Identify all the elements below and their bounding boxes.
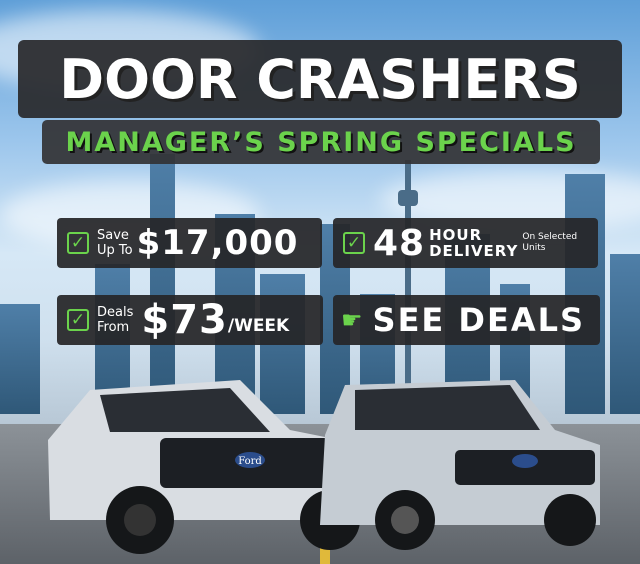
headline-box: DOOR CRASHERS (18, 40, 622, 118)
see-deals-label: SEE DEALS (372, 301, 586, 339)
checkbox-icon: ✓ (67, 309, 89, 331)
delivery-hour-label: HOUR (429, 226, 483, 244)
headline: DOOR CRASHERS (59, 47, 581, 111)
weekly-price: $73 (141, 297, 228, 343)
savings-label-line2: Up To (97, 243, 133, 258)
delivery-card: ✓ 48 HOUR DELIVERY On Selected Units (333, 218, 598, 268)
delivery-note-line1: On Selected (522, 232, 578, 242)
checkbox-icon: ✓ (67, 232, 89, 254)
svg-text:Ford: Ford (238, 456, 262, 467)
savings-label-line1: Save (97, 228, 129, 243)
deal-label-line2: From (97, 320, 130, 335)
delivery-hours: 48 (373, 222, 426, 264)
subheadline-box: MANAGER’S SPRING SPECIALS (42, 120, 600, 164)
weekly-unit: /WEEK (227, 316, 290, 336)
weekly-deal-card: ✓ Deals From $73 /WEEK (57, 295, 323, 345)
subheadline: MANAGER’S SPRING SPECIALS (65, 126, 577, 158)
delivery-label: DELIVERY (429, 242, 519, 260)
checkbox-icon: ✓ (343, 232, 365, 254)
see-deals-button[interactable]: ☛ SEE DEALS (333, 295, 600, 345)
savings-card: ✓ Save Up To $17,000 (57, 218, 322, 268)
deal-label-line1: Deals (97, 305, 134, 320)
tap-hand-icon: ☛ (341, 306, 363, 334)
suv-image (320, 380, 600, 550)
savings-amount: $17,000 (136, 223, 299, 263)
pickup-truck-image: Ford (48, 380, 360, 554)
delivery-note-line2: Units (522, 243, 546, 253)
